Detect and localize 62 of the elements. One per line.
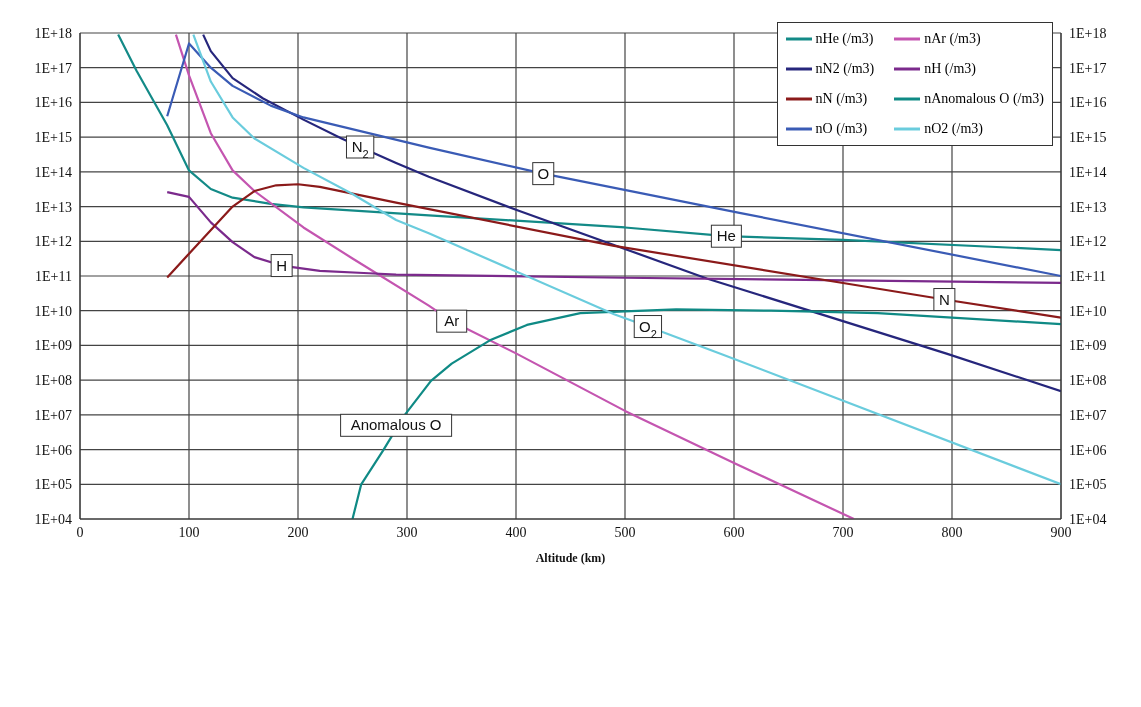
text: 1E+12 xyxy=(1069,234,1107,250)
y-tick-label: 1E+07 xyxy=(34,407,72,423)
text: 1E+09 xyxy=(1069,338,1107,354)
text: 1E+05 xyxy=(1069,477,1107,493)
y-tick-label: 1E+08 xyxy=(34,373,72,389)
y-tick-label: 1E+15 xyxy=(34,130,72,146)
y-tick-label: 1E+14 xyxy=(34,164,72,180)
text: 1E+15 xyxy=(1069,130,1107,146)
x-tick-label: 200 xyxy=(287,524,309,540)
text: 1E+08 xyxy=(1069,373,1107,389)
y-tick-label: 1E+04 xyxy=(34,511,72,527)
text: 1E+06 xyxy=(1069,442,1107,458)
text: 1E+04 xyxy=(1069,511,1107,527)
annotation: N xyxy=(938,290,950,308)
legend-label: nAr (/m3) xyxy=(924,31,981,47)
x-tick-label: 100 xyxy=(178,524,200,540)
annotation: O$_{2}$ xyxy=(638,317,657,340)
y-tick-label: 1E+17 xyxy=(34,60,72,76)
text: 1E+17 xyxy=(1069,60,1107,76)
text: 1E+07 xyxy=(1069,407,1107,423)
x-tick-label: 800 xyxy=(941,524,963,540)
y-tick-label: 1E+10 xyxy=(34,303,72,319)
x-tick-label: 0 xyxy=(76,524,84,540)
annotation: N$_{2}$ xyxy=(351,138,369,160)
y-tick-label: 1E+18 xyxy=(34,25,72,41)
legend-label: nHe (/m3) xyxy=(815,31,874,47)
text: 1E+13 xyxy=(1069,199,1107,215)
x-tick-label: 900 xyxy=(1050,524,1072,540)
y-tick-label: 1E+11 xyxy=(35,268,72,284)
line-series xyxy=(166,191,1061,285)
y-tick-label: 1E+16 xyxy=(34,95,72,111)
legend-label: nO (/m3) xyxy=(815,121,868,137)
x-tick-label: 300 xyxy=(396,524,418,540)
annotation: O xyxy=(537,164,550,182)
annotation: Anomalous O xyxy=(350,416,442,434)
line-series xyxy=(351,308,1061,519)
legend-label: nO2 (/m3) xyxy=(924,121,983,137)
legend-label: nAnomalous O (/m3) xyxy=(924,91,1044,107)
y-tick-label: 1E+06 xyxy=(34,442,72,458)
x-tick-label: 700 xyxy=(832,524,854,540)
x-axis-title: Altitude (km) xyxy=(535,551,606,565)
text: 1E+18 xyxy=(1069,25,1107,41)
text: 1E+14 xyxy=(1069,164,1107,180)
annotation: He xyxy=(716,227,736,245)
y-tick-label: 1E+13 xyxy=(34,199,72,215)
text: 1E+11 xyxy=(1069,268,1106,284)
x-tick-label: 400 xyxy=(505,524,527,540)
y-tick-label: 1E+12 xyxy=(34,234,72,250)
text: 1E+16 xyxy=(1069,95,1107,111)
legend-label: nH (/m3) xyxy=(924,61,976,77)
y-tick-label: 1E+05 xyxy=(34,477,72,493)
line-series xyxy=(117,33,1061,252)
y-tick-label: 1E+09 xyxy=(34,338,72,354)
line-series xyxy=(202,33,1061,393)
annotation: Ar xyxy=(444,312,460,330)
text: 1E+10 xyxy=(1069,303,1107,319)
legend-label: nN (/m3) xyxy=(815,91,868,107)
x-tick-label: 600 xyxy=(723,524,745,540)
annotation: H xyxy=(276,256,288,274)
legend-label: nN2 (/m3) xyxy=(815,61,875,77)
line-series xyxy=(192,33,1061,486)
x-tick-label: 500 xyxy=(614,524,636,540)
